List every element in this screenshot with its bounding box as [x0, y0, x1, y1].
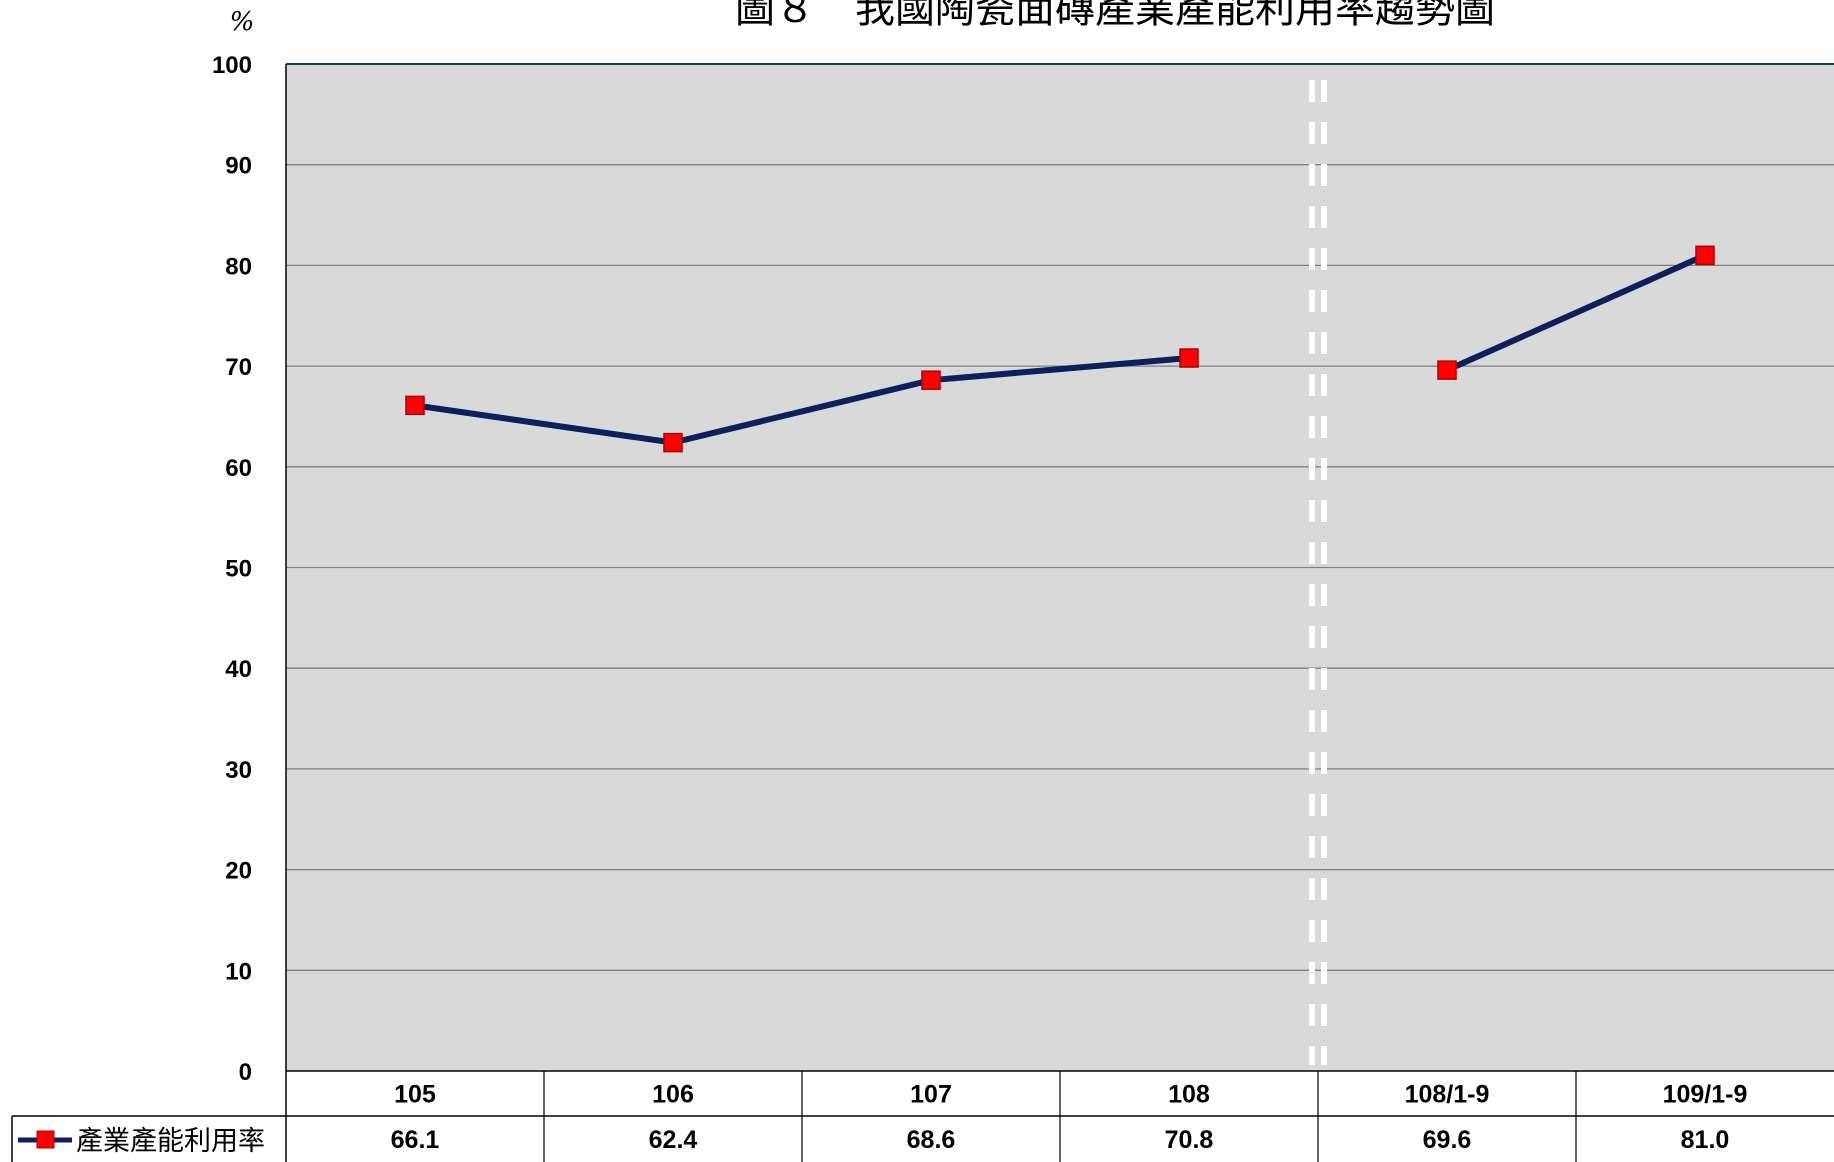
y-tick-label: 70 — [225, 354, 252, 381]
data-value-label: 62.4 — [649, 1126, 698, 1154]
y-tick-label: 50 — [225, 556, 252, 583]
data-point-marker — [405, 395, 425, 416]
x-category-label: 108 — [1168, 1081, 1210, 1109]
series-lines — [412, 252, 1708, 446]
y-tick-label: 60 — [225, 455, 252, 482]
chart-title: 圖８ 我國陶瓷面磚產業產能利用率趨勢圖 — [735, 0, 1495, 32]
data-point-marker — [663, 432, 683, 453]
y-tick-label: 30 — [225, 757, 252, 784]
x-category-label: 106 — [652, 1081, 694, 1109]
y-tick-label: 0 — [239, 1059, 252, 1086]
y-tick-label: 100 — [212, 52, 252, 79]
y-axis-tick-labels: 0 10 20 30 40 50 60 70 80 90 100 — [212, 52, 252, 1086]
y-tick-label: 80 — [225, 253, 252, 280]
data-value-label: 70.8 — [1165, 1126, 1214, 1154]
data-point-marker — [1437, 360, 1457, 380]
data-table: 105 66.1 106 62.4 107 68.6 108 70.8 108/1-9 69.6 1… — [11, 1070, 1834, 1162]
y-tick-label: 10 — [225, 958, 252, 985]
data-value-label: 81.0 — [1681, 1126, 1730, 1154]
data-value-label: 68.6 — [907, 1126, 956, 1154]
legend: 產業產能利用率 — [18, 1126, 265, 1157]
x-category-label: 105 — [394, 1081, 436, 1109]
data-value-label: 66.1 — [391, 1126, 440, 1154]
data-point-marker — [1695, 245, 1715, 266]
series-markers — [405, 245, 1715, 453]
legend-series-label: 產業產能利用率 — [76, 1126, 265, 1157]
y-tick-label: 90 — [225, 153, 252, 180]
series-line — [412, 355, 1192, 446]
data-value-label: 69.6 — [1423, 1126, 1472, 1154]
data-point-marker — [1179, 348, 1199, 368]
y-tick-label: 40 — [225, 656, 252, 683]
data-point-marker — [921, 370, 941, 390]
y-axis-unit: % — [230, 7, 255, 37]
y-tick-label: 20 — [225, 858, 252, 885]
x-category-label: 108/1-9 — [1405, 1081, 1490, 1109]
x-category-label: 107 — [910, 1081, 952, 1109]
legend-marker-swatch — [36, 1130, 55, 1149]
series-line — [1444, 252, 1708, 374]
gridlines — [285, 63, 1834, 1162]
x-category-label: 109/1-9 — [1663, 1081, 1748, 1109]
